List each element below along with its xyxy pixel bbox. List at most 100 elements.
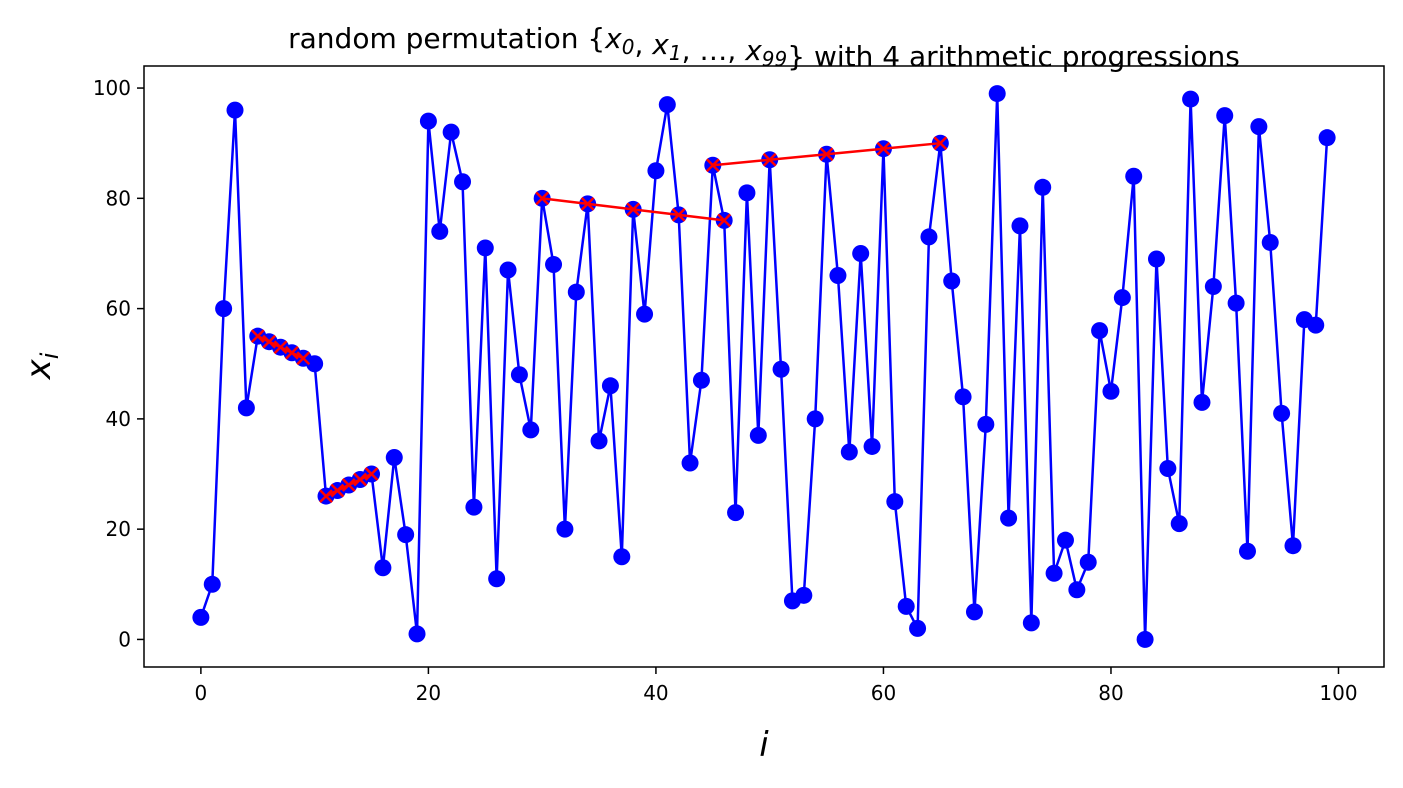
- data-point: [1136, 630, 1154, 648]
- data-point: [306, 355, 324, 373]
- data-point: [727, 504, 745, 522]
- progression-point: [580, 196, 595, 211]
- progression-point: [319, 489, 333, 503]
- data-point: [772, 360, 790, 378]
- data-point: [1261, 233, 1279, 251]
- data-point: [454, 173, 472, 191]
- data-point: [237, 399, 255, 417]
- data-point: [749, 426, 767, 444]
- plot-frame: [143, 65, 1385, 668]
- data-point: [1284, 537, 1302, 555]
- data-point: [738, 184, 756, 202]
- data-point: [954, 388, 972, 406]
- data-point: [1273, 404, 1291, 422]
- data-point: [795, 586, 813, 604]
- data-point: [681, 454, 699, 472]
- progression-point: [717, 213, 732, 228]
- data-point: [1216, 107, 1234, 125]
- data-point: [192, 608, 210, 626]
- data-point: [647, 162, 665, 180]
- progression-point: [933, 136, 948, 151]
- data-point: [397, 526, 415, 544]
- data-point: [590, 432, 608, 450]
- data-point: [1102, 382, 1120, 400]
- x-tick-label: 0: [195, 681, 208, 705]
- data-point: [920, 228, 938, 246]
- progression-point: [285, 345, 299, 360]
- x-tick-label: 20: [416, 681, 441, 705]
- progression-point: [876, 141, 891, 156]
- data-point: [567, 283, 585, 301]
- data-point: [886, 493, 904, 511]
- data-point: [1193, 393, 1211, 411]
- data-point: [1307, 316, 1325, 334]
- data-point: [226, 101, 244, 119]
- progression-point: [819, 147, 834, 162]
- data-point: [977, 415, 995, 433]
- data-point: [1125, 167, 1143, 185]
- data-point: [1079, 553, 1097, 571]
- data-point: [1068, 581, 1086, 599]
- data-point: [1147, 250, 1165, 268]
- x-axis-label: i: [759, 725, 769, 765]
- progression-point: [762, 152, 777, 167]
- data-point: [658, 96, 676, 114]
- data-point: [1318, 129, 1336, 147]
- progression-point: [262, 334, 277, 349]
- data-point: [476, 239, 494, 257]
- chart-title: random permutation {x0, x1, …, x99} with…: [288, 22, 1240, 73]
- data-point: [488, 570, 506, 588]
- data-point: [829, 267, 847, 285]
- progression-point: [330, 483, 345, 498]
- y-tick-label: 0: [118, 627, 131, 651]
- data-point: [636, 305, 654, 323]
- progression-point: [353, 472, 368, 487]
- data-point: [374, 559, 392, 577]
- data-point: [545, 255, 563, 273]
- data-point: [613, 548, 631, 566]
- data-point: [852, 244, 870, 262]
- data-point: [510, 366, 528, 384]
- x-tick-label: 60: [871, 681, 896, 705]
- x-tick-label: 80: [1098, 681, 1123, 705]
- data-point: [692, 371, 710, 389]
- data-point: [215, 300, 233, 318]
- progression-point: [364, 467, 379, 481]
- data-point: [1011, 217, 1029, 235]
- x-tick-label: 100: [1319, 681, 1357, 705]
- data-point: [806, 410, 824, 428]
- data-point: [1250, 118, 1268, 136]
- progression-point: [273, 340, 288, 355]
- progression-point: [296, 351, 311, 366]
- series-line: [199, 93, 1329, 640]
- x-axis: 0 20 40 60 80 100: [195, 667, 1358, 705]
- y-tick-label: 40: [106, 407, 131, 431]
- progression-point: [671, 207, 686, 222]
- data-point: [1170, 515, 1188, 533]
- y-tick-label: 100: [93, 76, 131, 100]
- data-point: [1238, 542, 1256, 560]
- progression-point: [341, 478, 356, 492]
- data-point: [1091, 322, 1109, 340]
- data-point: [1034, 178, 1052, 196]
- data-point: [943, 272, 961, 290]
- data-point: [1204, 278, 1222, 296]
- data-point: [203, 575, 221, 593]
- data-point: [1159, 460, 1177, 478]
- data-point: [499, 261, 517, 279]
- data-point: [840, 443, 858, 461]
- y-axis-label: xi: [19, 352, 64, 380]
- data-point: [385, 448, 403, 466]
- data-point: [897, 597, 915, 615]
- data-point: [1227, 294, 1245, 312]
- data-point: [1022, 614, 1040, 632]
- data-point: [601, 377, 619, 395]
- data-point: [863, 437, 881, 455]
- y-tick-label: 60: [106, 297, 131, 321]
- data-point: [1113, 289, 1131, 307]
- data-point: [1045, 564, 1063, 582]
- y-axis: 0 20 40 60 80 100: [93, 76, 144, 651]
- data-point: [909, 619, 927, 637]
- data-point: [431, 222, 449, 240]
